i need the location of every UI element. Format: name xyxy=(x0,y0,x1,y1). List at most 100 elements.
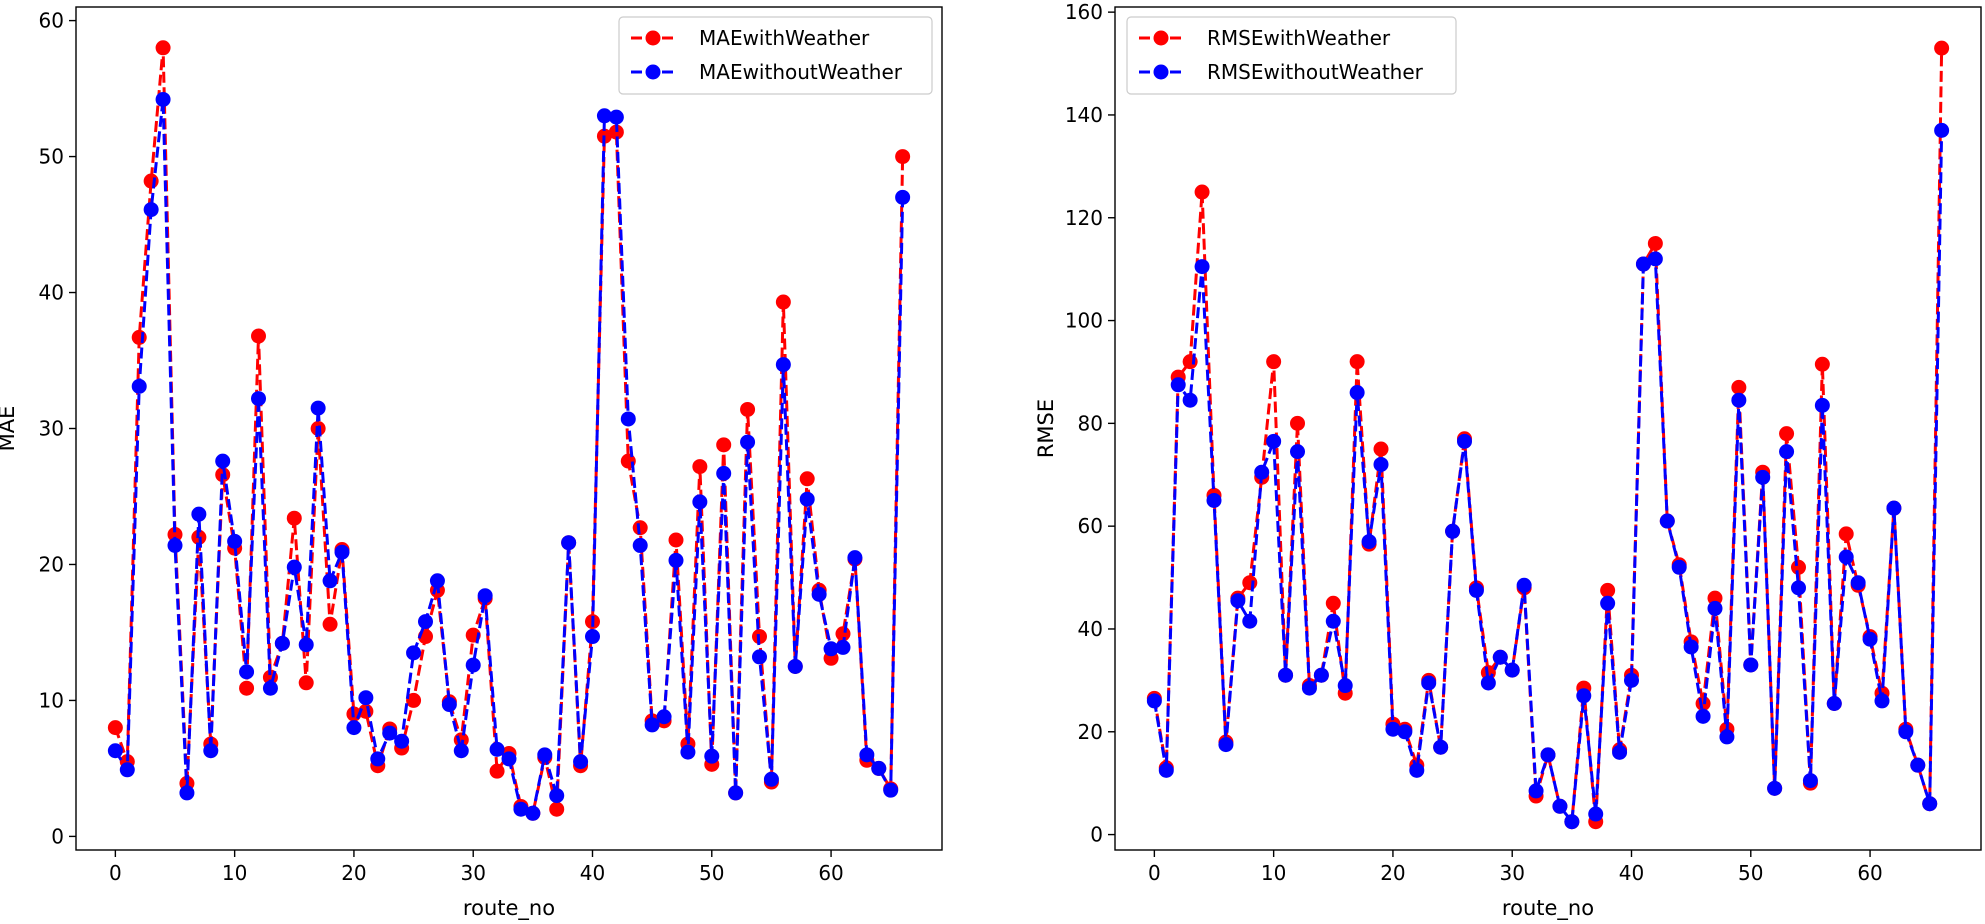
rmse-data-point xyxy=(1886,500,1902,516)
mae-data-point xyxy=(704,748,720,764)
mae-data-point xyxy=(418,614,434,630)
rmse-data-point xyxy=(1838,526,1854,542)
rmse-data-point xyxy=(1480,675,1496,691)
mae-data-point xyxy=(394,733,410,749)
rmse-data-point xyxy=(1349,354,1365,370)
rmse-data-point xyxy=(1922,796,1938,812)
mae-data-point xyxy=(167,537,183,553)
mae-data-point xyxy=(286,510,302,526)
rmse-ytick-label: 160 xyxy=(1065,0,1103,24)
rmse-ytick-label: 100 xyxy=(1065,309,1103,333)
mae-data-point xyxy=(656,709,672,725)
rmse-data-point xyxy=(1397,724,1413,740)
mae-data-point xyxy=(644,717,660,733)
mae-data-point xyxy=(537,747,553,763)
mae-data-point xyxy=(835,639,851,655)
mae-xtick-label: 10 xyxy=(222,861,247,885)
mae-data-point xyxy=(334,544,350,560)
mae-data-point xyxy=(525,805,541,821)
rmse-data-point xyxy=(1576,688,1592,704)
mae-data-point xyxy=(155,91,171,107)
mae-data-point xyxy=(143,202,159,218)
rmse-data-point xyxy=(1182,392,1198,408)
mae-ytick-label: 30 xyxy=(39,417,64,441)
rmse-data-point xyxy=(1635,256,1651,272)
rmse-ytick-label: 60 xyxy=(1078,514,1103,538)
mae-data-point xyxy=(310,400,326,416)
mae-data-point xyxy=(501,751,517,767)
mae-data-point xyxy=(596,108,612,124)
rmse-legend-marker xyxy=(1153,64,1169,80)
rmse-data-point xyxy=(1409,762,1425,778)
mae-data-point xyxy=(751,649,767,665)
rmse-data-point xyxy=(1349,385,1365,401)
rmse-data-point xyxy=(1146,693,1162,709)
rmse-data-point xyxy=(1647,251,1663,267)
mae-series-1 xyxy=(107,91,911,821)
rmse-xtick-label: 50 xyxy=(1738,861,1763,885)
mae-ytick-label: 40 xyxy=(39,281,64,305)
mae-data-point xyxy=(382,725,398,741)
mae-data-point xyxy=(143,173,159,189)
rmse-data-point xyxy=(1862,631,1878,647)
rmse-data-point xyxy=(1600,582,1616,598)
rmse-data-point xyxy=(1934,122,1950,138)
rmse-data-point xyxy=(1790,559,1806,575)
rmse-data-point xyxy=(1504,662,1520,678)
mae-data-point xyxy=(561,535,577,551)
mae-data-point xyxy=(668,552,684,568)
rmse-data-point xyxy=(1600,595,1616,611)
mae-data-point xyxy=(203,743,219,759)
mae-data-point xyxy=(740,434,756,450)
rmse-data-point xyxy=(1743,657,1759,673)
rmse-data-point xyxy=(1779,426,1795,442)
mae-data-point xyxy=(239,664,255,680)
mae-data-point xyxy=(155,40,171,56)
rmse-data-point xyxy=(1731,379,1747,395)
mae-data-point xyxy=(692,459,708,475)
rmse-data-point xyxy=(1433,739,1449,755)
rmse-data-point xyxy=(1898,724,1914,740)
mae-data-point xyxy=(668,532,684,548)
mae-data-point xyxy=(692,494,708,510)
rmse-data-point xyxy=(1242,613,1258,629)
rmse-data-point xyxy=(1516,577,1532,593)
mae-data-point xyxy=(322,616,338,632)
rmse-data-point xyxy=(1647,235,1663,251)
rmse-data-point xyxy=(1623,672,1639,688)
rmse-legend-marker xyxy=(1153,30,1169,46)
mae-data-point xyxy=(131,378,147,394)
mae-data-point xyxy=(608,109,624,125)
rmse-data-point xyxy=(1779,444,1795,460)
mae-xtick-label: 50 xyxy=(699,861,724,885)
mae-data-point xyxy=(465,657,481,673)
rmse-legend-box xyxy=(1126,16,1457,95)
mae-data-point xyxy=(298,637,314,653)
mae-data-point xyxy=(346,720,362,736)
mae-data-point xyxy=(298,675,314,691)
rmse-data-point xyxy=(1731,392,1747,408)
rmse-data-point xyxy=(1373,456,1389,472)
rmse-data-point xyxy=(1814,356,1830,372)
mae-data-point xyxy=(215,453,231,469)
mae-ytick-label: 0 xyxy=(51,824,64,848)
mae-data-point xyxy=(728,785,744,801)
mae-data-point xyxy=(775,294,791,310)
mae-chart: 0 10 20 30 40 50 60 0 10 20 30 40 50 60 route_no MAE MAE… xyxy=(0,6,943,921)
rmse-data-point xyxy=(1755,469,1771,485)
rmse-data-point xyxy=(1719,729,1735,745)
mae-data-point xyxy=(895,189,911,205)
mae-data-point xyxy=(680,744,696,760)
rmse-data-point xyxy=(1361,534,1377,550)
mae-legend-marker xyxy=(645,64,661,80)
mae-data-point xyxy=(441,697,457,713)
mae-data-point xyxy=(179,785,195,801)
rmse-data-point xyxy=(1910,757,1926,773)
rmse-legend-label: RMSEwithWeather xyxy=(1207,26,1391,50)
mae-data-point xyxy=(406,692,422,708)
mae-data-point xyxy=(406,645,422,661)
rmse-ytick-label: 20 xyxy=(1078,720,1103,744)
mae-data-point xyxy=(370,751,386,767)
rmse-chart: 0 10 20 30 40 50 60 0 20 40 60 80 100 120 140 160 route_… xyxy=(1034,0,1982,921)
rmse-xtick-label: 40 xyxy=(1619,861,1644,885)
